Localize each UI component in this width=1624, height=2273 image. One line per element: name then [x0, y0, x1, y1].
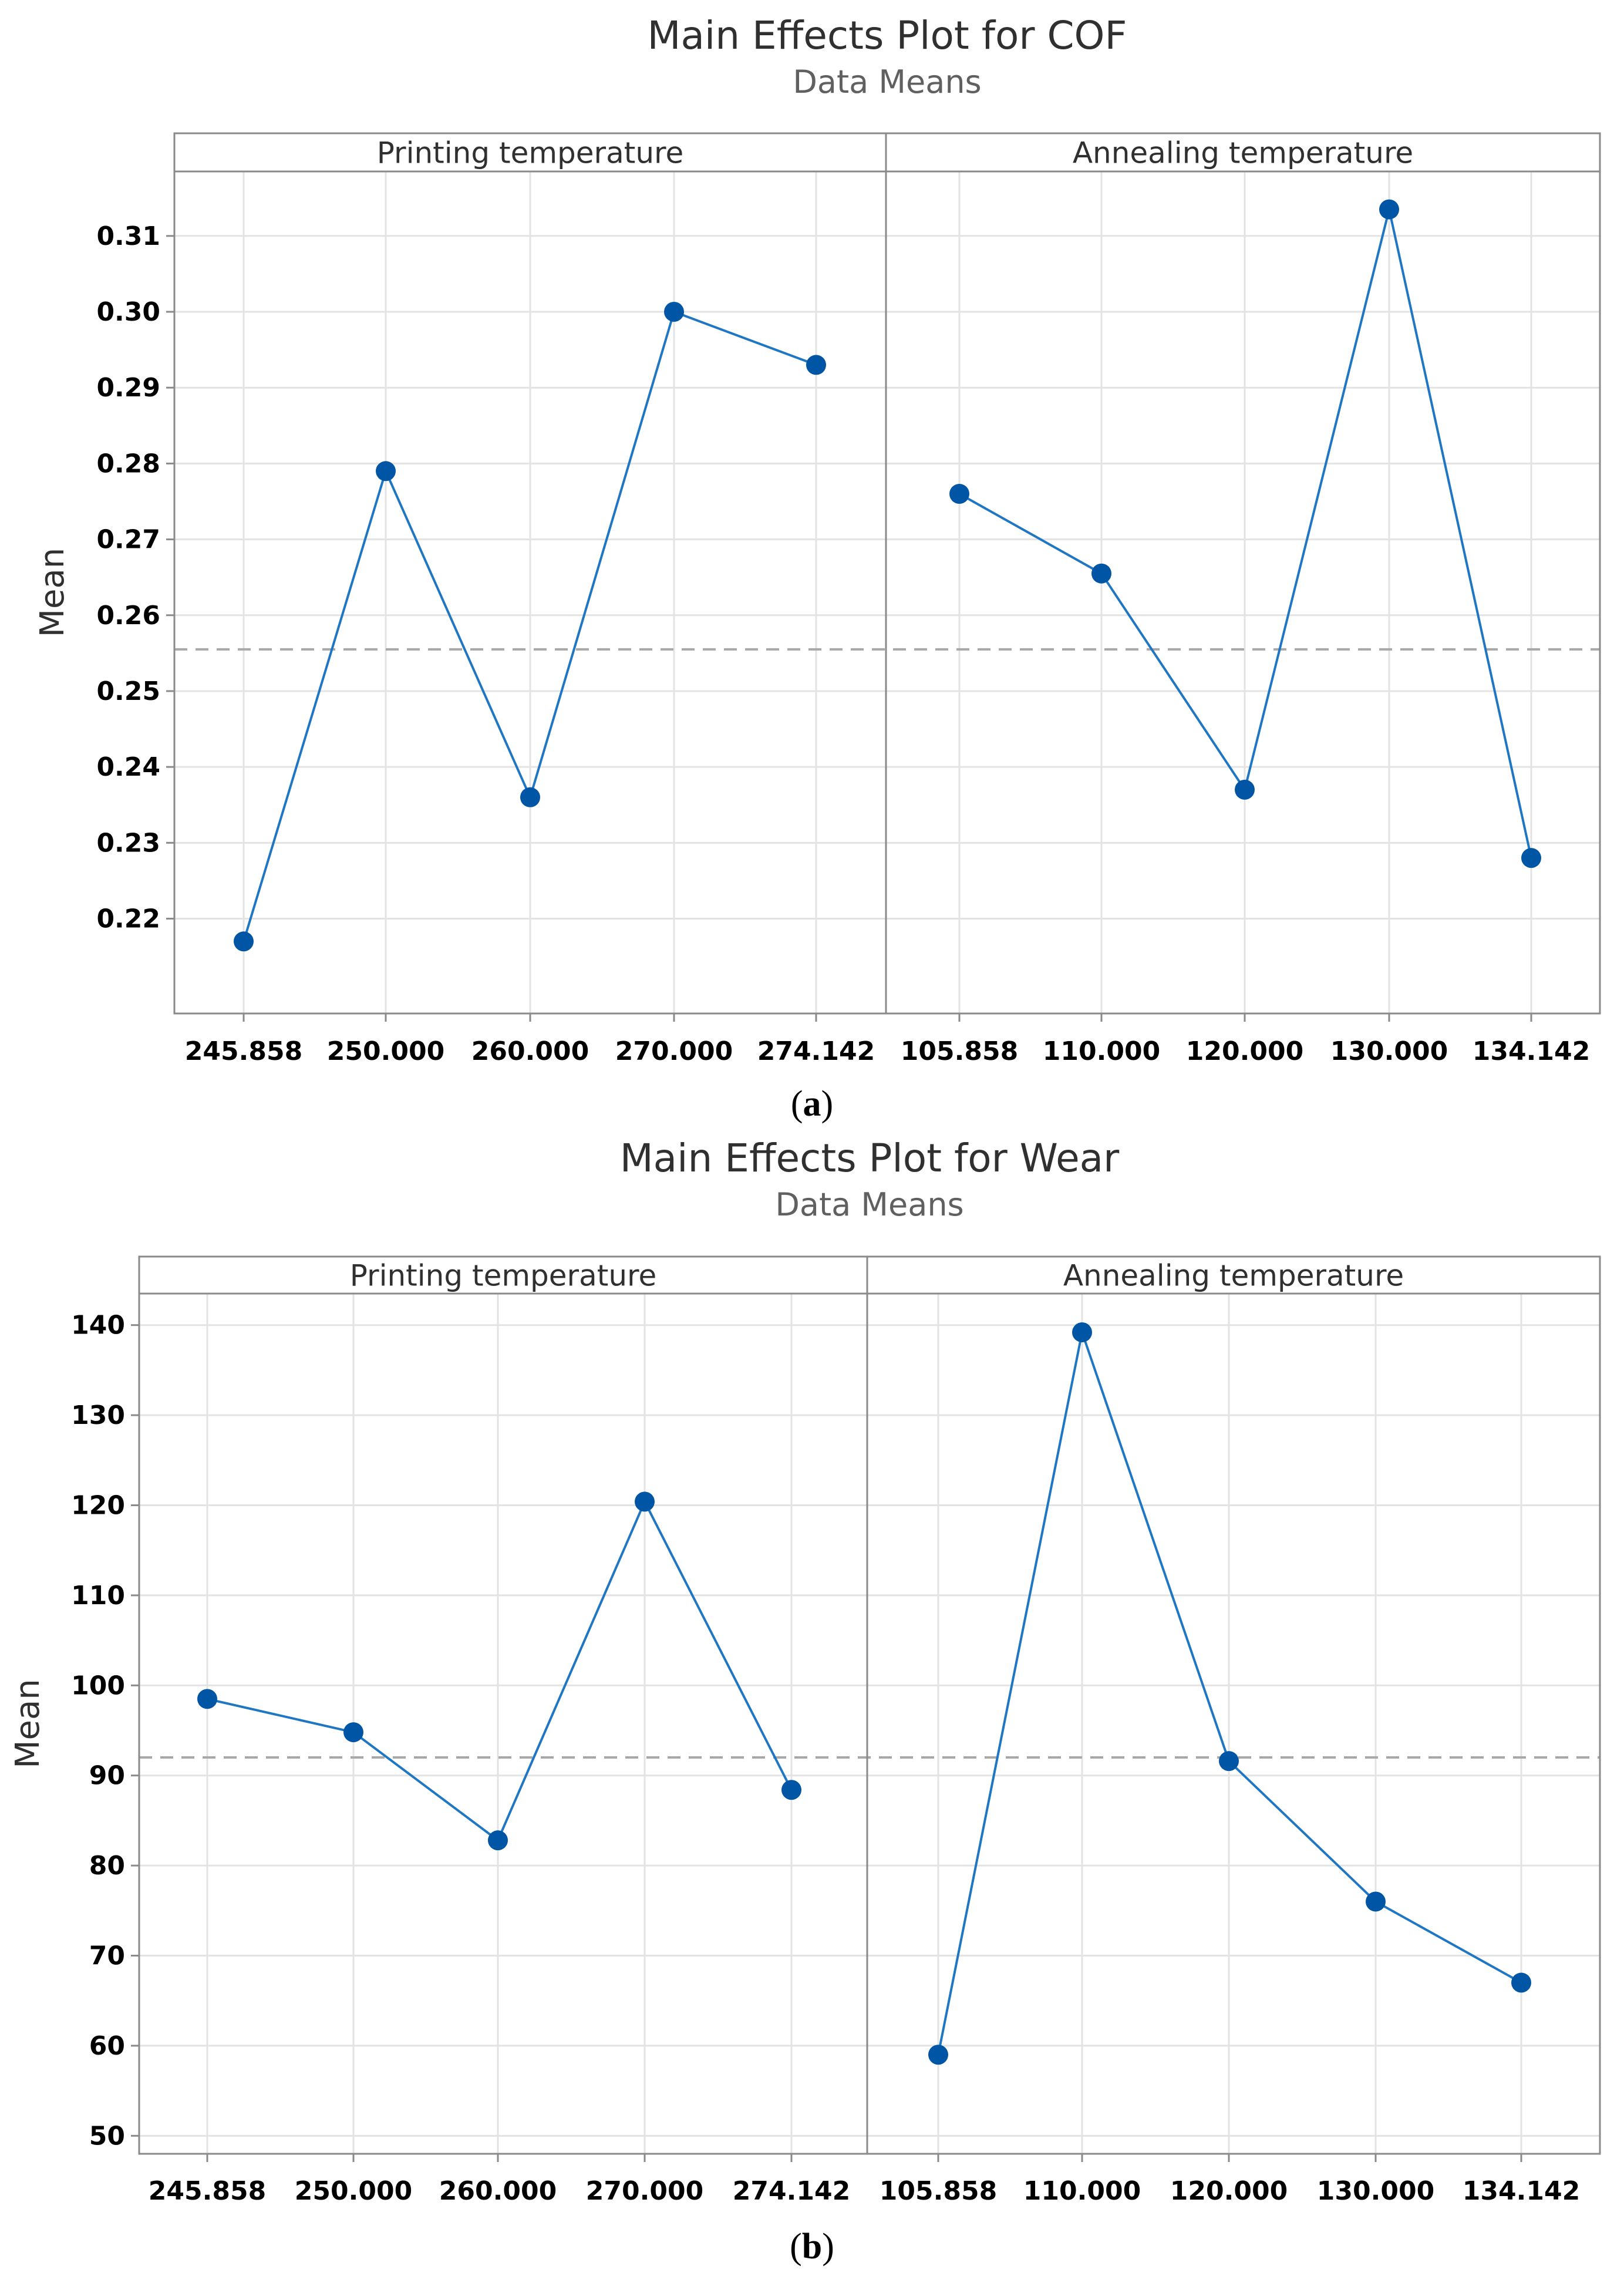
chart-title: Main Effects Plot for Wear — [620, 1136, 1120, 1181]
y-tick-label: 100 — [71, 1671, 125, 1700]
data-point — [520, 787, 540, 807]
panel-title: Printing temperature — [377, 136, 684, 170]
panel-printing-temperature: Printing temperature 245.858 250.000 260.00… — [149, 1259, 850, 2207]
x-tick-label: 250.000 — [295, 2176, 412, 2206]
panel-title: Annealing temperature — [1063, 1259, 1404, 1293]
y-axis: 50 60 70 80 90 100 110 120 130 140 Mean — [9, 1311, 139, 2151]
series-line — [207, 1499, 793, 1843]
y-tick-label: 0.22 — [96, 904, 160, 934]
panel-title: Printing temperature — [350, 1259, 657, 1293]
x-tick-label: 260.000 — [439, 2176, 557, 2206]
y-tick-label: 0.25 — [96, 676, 160, 706]
chart-subtitle: Data Means — [793, 63, 981, 100]
x-tick-label: 120.000 — [1186, 1036, 1303, 1066]
y-tick-label: 130 — [71, 1400, 125, 1430]
chart-wear: Main Effects Plot for Wear Data Means 50 60… — [9, 1136, 1601, 2267]
caption-letter: b — [802, 2227, 822, 2267]
x-tick-label: 110.000 — [1023, 2176, 1141, 2206]
figure-caption: (b) — [790, 2227, 834, 2267]
x-tick-label: 105.858 — [901, 1036, 1018, 1066]
data-point — [343, 1722, 363, 1743]
data-point — [1091, 563, 1111, 584]
y-axis-label: Mean — [33, 548, 72, 638]
panel-annealing-temperature: Annealing temperature 105.858 110.000 120.0… — [880, 1259, 1580, 2207]
data-point — [1511, 1972, 1531, 1993]
gridlines — [139, 1294, 1600, 2154]
data-point — [197, 1689, 217, 1709]
data-point — [376, 461, 396, 481]
plot-frame — [138, 1255, 1601, 2155]
y-tick-label: 120 — [71, 1490, 125, 1520]
data-point — [635, 1491, 655, 1512]
chart-subtitle: Data Means — [775, 1186, 963, 1223]
y-tick-label: 110 — [71, 1581, 125, 1611]
y-tick-label: 0.30 — [96, 297, 160, 327]
data-point — [806, 355, 826, 375]
x-tick-label: 130.000 — [1317, 2176, 1434, 2206]
y-tick-label: 0.23 — [96, 828, 160, 858]
y-tick-label: 140 — [71, 1311, 125, 1341]
x-tick-label: 130.000 — [1330, 1036, 1448, 1066]
y-tick-label: 0.29 — [96, 373, 160, 403]
data-point — [1219, 1751, 1239, 1772]
y-tick-label: 60 — [89, 2031, 125, 2061]
caption-close-paren: ) — [822, 2227, 834, 2267]
data-point — [928, 2045, 948, 2065]
chart-title: Main Effects Plot for COF — [648, 13, 1127, 58]
y-tick-label: 80 — [89, 1851, 125, 1881]
caption-open-paren: ( — [790, 2227, 802, 2267]
y-tick-label: 0.28 — [96, 449, 160, 479]
x-tick-label: 274.142 — [733, 2176, 850, 2206]
panel-printing-temperature: Printing temperature 245.858 250.000 260.00… — [185, 136, 875, 1067]
caption-letter: a — [803, 1084, 821, 1124]
data-point — [1072, 1322, 1092, 1342]
x-tick-label: 134.142 — [1463, 2176, 1580, 2206]
x-tick-label: 260.000 — [471, 1036, 589, 1066]
y-axis: 0.22 0.23 0.24 0.25 0.26 0.27 0.28 0.29 0.30 0.31… — [33, 221, 174, 934]
x-tick-label: 245.858 — [185, 1036, 302, 1066]
data-point — [234, 931, 254, 952]
x-tick-label: 270.000 — [615, 1036, 733, 1066]
data-point — [1379, 199, 1399, 220]
data-point — [1521, 848, 1541, 868]
data-point — [781, 1780, 801, 1800]
panel-annealing-temperature: Annealing temperature 105.858 110.000 120.0… — [901, 136, 1590, 1067]
y-tick-label: 0.31 — [96, 221, 160, 251]
x-tick-label: 105.858 — [880, 2176, 997, 2206]
y-tick-label: 0.26 — [96, 601, 160, 631]
caption-close-paren: ) — [821, 1084, 834, 1124]
x-tick-label: 134.142 — [1473, 1036, 1590, 1066]
y-tick-label: 0.27 — [96, 525, 160, 555]
x-tick-label: 120.000 — [1170, 2176, 1288, 2206]
panel-title: Annealing temperature — [1073, 136, 1413, 170]
y-axis-label: Mean — [9, 1679, 47, 1769]
data-point — [949, 484, 969, 504]
figure-caption: (a) — [791, 1084, 833, 1124]
y-tick-label: 90 — [89, 1761, 125, 1791]
x-tick-label: 110.000 — [1043, 1036, 1160, 1066]
y-tick-label: 50 — [89, 2121, 125, 2151]
caption-open-paren: ( — [791, 1084, 803, 1124]
y-tick-label: 0.24 — [96, 752, 160, 782]
gridlines — [174, 171, 1600, 1013]
y-tick-label: 70 — [89, 1941, 125, 1971]
data-point — [1235, 779, 1255, 800]
x-tick-label: 245.858 — [149, 2176, 266, 2206]
x-tick-label: 250.000 — [327, 1036, 444, 1066]
x-tick-label: 274.142 — [757, 1036, 875, 1066]
data-point — [488, 1830, 508, 1851]
plot-frame — [173, 132, 1601, 1015]
x-tick-label: 270.000 — [586, 2176, 703, 2206]
data-point — [664, 302, 684, 322]
data-point — [1366, 1891, 1386, 1912]
